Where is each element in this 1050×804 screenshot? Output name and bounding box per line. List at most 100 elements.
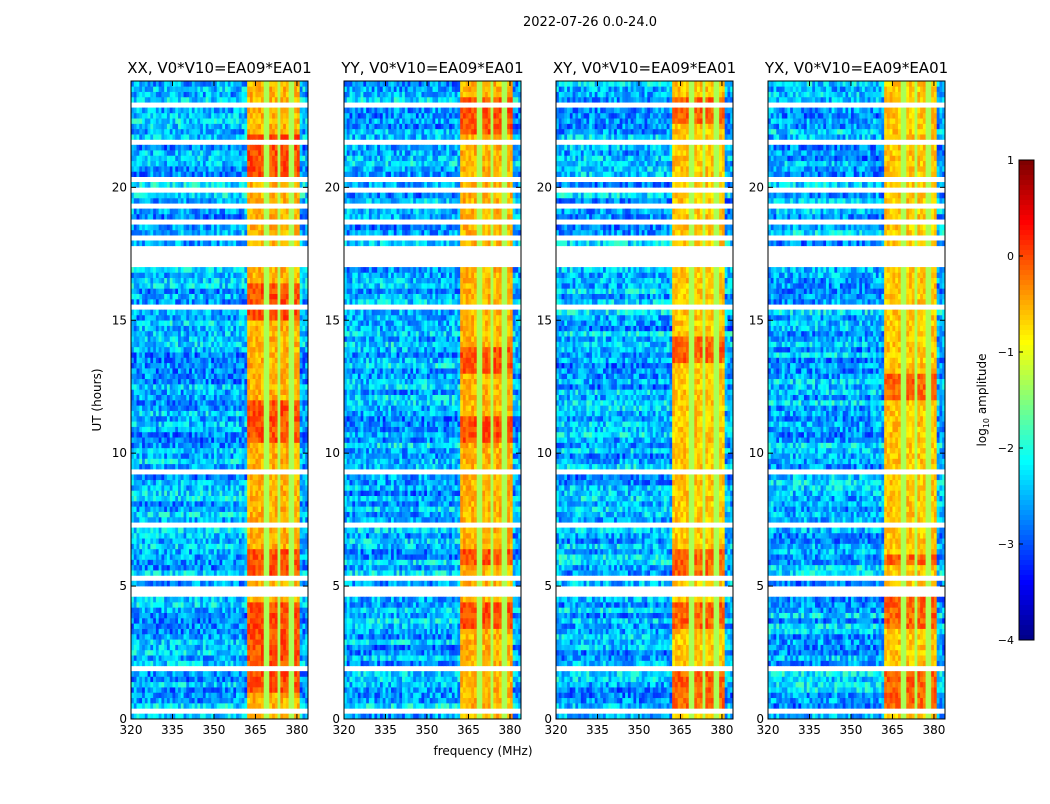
heatmap-cell <box>236 453 240 459</box>
heatmap-cell <box>150 570 154 576</box>
heatmap-cell <box>194 612 198 619</box>
heatmap-cell <box>150 495 154 502</box>
heatmap-cell <box>180 314 184 321</box>
heatmap-cell <box>197 495 201 502</box>
heatmap-cell <box>180 309 184 316</box>
heatmap-cell <box>186 479 190 486</box>
heatmap-cell <box>172 617 176 624</box>
heatmap-cell <box>213 442 218 449</box>
heatmap-cell <box>269 283 273 289</box>
heatmap-cell <box>166 527 171 534</box>
heatmap-cell <box>247 633 251 640</box>
heatmap-cell <box>291 511 295 518</box>
heatmap-cell <box>197 559 201 566</box>
heatmap-cell <box>247 240 251 247</box>
heatmap-cell <box>230 564 234 571</box>
heatmap-cell <box>131 628 135 635</box>
heatmap-cell <box>233 240 237 247</box>
heatmap-cell <box>252 314 256 321</box>
heatmap-cell <box>180 325 184 332</box>
heatmap-cell <box>131 458 135 465</box>
heatmap-cell <box>219 543 223 550</box>
heatmap-cell <box>252 298 256 305</box>
heatmap-cell <box>213 655 218 661</box>
heatmap-cell <box>266 288 270 294</box>
heatmap-cell <box>164 474 168 481</box>
heatmap-cell <box>205 511 209 518</box>
heatmap-cell <box>227 580 231 587</box>
heatmap-cell <box>233 373 237 380</box>
heatmap-cell <box>285 394 289 401</box>
heatmap-cell <box>269 671 273 677</box>
heatmap-cell <box>150 389 154 395</box>
heatmap-cell <box>269 580 273 587</box>
heatmap-cell <box>200 426 204 433</box>
heatmap-cell <box>277 713 281 720</box>
heatmap-cell <box>144 479 148 486</box>
heatmap-cell <box>260 713 265 720</box>
heatmap-cell <box>147 421 151 427</box>
heatmap-cell <box>305 357 309 364</box>
heatmap-cell <box>285 479 289 486</box>
heatmap-cell <box>227 687 231 693</box>
heatmap-cell <box>299 362 303 369</box>
heatmap-cell <box>202 272 206 279</box>
heatmap-cell <box>200 559 204 566</box>
heatmap-cell <box>147 660 151 667</box>
heatmap-cell <box>153 554 157 560</box>
heatmap-cell <box>285 384 289 390</box>
heatmap-cell <box>161 373 165 380</box>
heatmap-cell <box>294 564 298 571</box>
heatmap-cell <box>255 612 259 619</box>
heatmap-cell <box>142 341 146 348</box>
heatmap-cell <box>222 384 226 390</box>
heatmap-cell <box>183 655 187 661</box>
heatmap-cell <box>211 687 215 693</box>
heatmap-cell <box>266 623 270 629</box>
heatmap-cell <box>263 447 267 454</box>
heatmap-cell <box>194 596 198 603</box>
heatmap-cell <box>249 267 253 273</box>
heatmap-cell <box>227 559 231 566</box>
heatmap-cell <box>241 628 245 635</box>
heatmap-cell <box>136 410 140 417</box>
heatmap-cell <box>274 623 278 629</box>
heatmap-cell <box>230 368 234 374</box>
heatmap-cell <box>247 341 251 348</box>
heatmap-cell <box>272 516 276 523</box>
heatmap-cell <box>211 559 215 566</box>
heatmap-cell <box>205 384 209 390</box>
heatmap-cell <box>166 602 171 608</box>
heatmap-cell <box>255 293 259 300</box>
heatmap-cell <box>189 564 193 571</box>
heatmap-cell <box>294 458 298 465</box>
heatmap-cell <box>258 687 262 693</box>
heatmap-cell <box>155 713 159 720</box>
heatmap-cell <box>202 400 206 406</box>
heatmap-cell <box>230 298 234 305</box>
heatmap-cell <box>144 378 148 385</box>
heatmap-cell <box>142 309 146 316</box>
heatmap-cell <box>202 596 206 603</box>
heatmap-cell <box>205 602 209 608</box>
heatmap-cell <box>222 437 226 443</box>
heatmap-cell <box>158 394 162 401</box>
heatmap-cell <box>175 490 179 496</box>
heatmap-cell <box>131 623 135 629</box>
heatmap-cell <box>266 713 270 720</box>
heatmap-cell <box>280 607 284 613</box>
heatmap-cell <box>164 288 168 294</box>
heatmap-cell <box>222 267 226 273</box>
heatmap-cell <box>147 320 151 326</box>
heatmap-cell <box>136 607 140 613</box>
heatmap-cell <box>202 240 206 247</box>
heatmap-cell <box>158 442 162 449</box>
heatmap-cell <box>202 607 206 613</box>
heatmap-cell <box>155 602 159 608</box>
heatmap-cell <box>189 543 193 550</box>
heatmap-cell <box>208 479 212 486</box>
heatmap-cell <box>155 490 159 496</box>
heatmap-cell <box>285 309 289 316</box>
heatmap-cell <box>288 490 292 496</box>
heatmap-cell <box>277 527 281 534</box>
